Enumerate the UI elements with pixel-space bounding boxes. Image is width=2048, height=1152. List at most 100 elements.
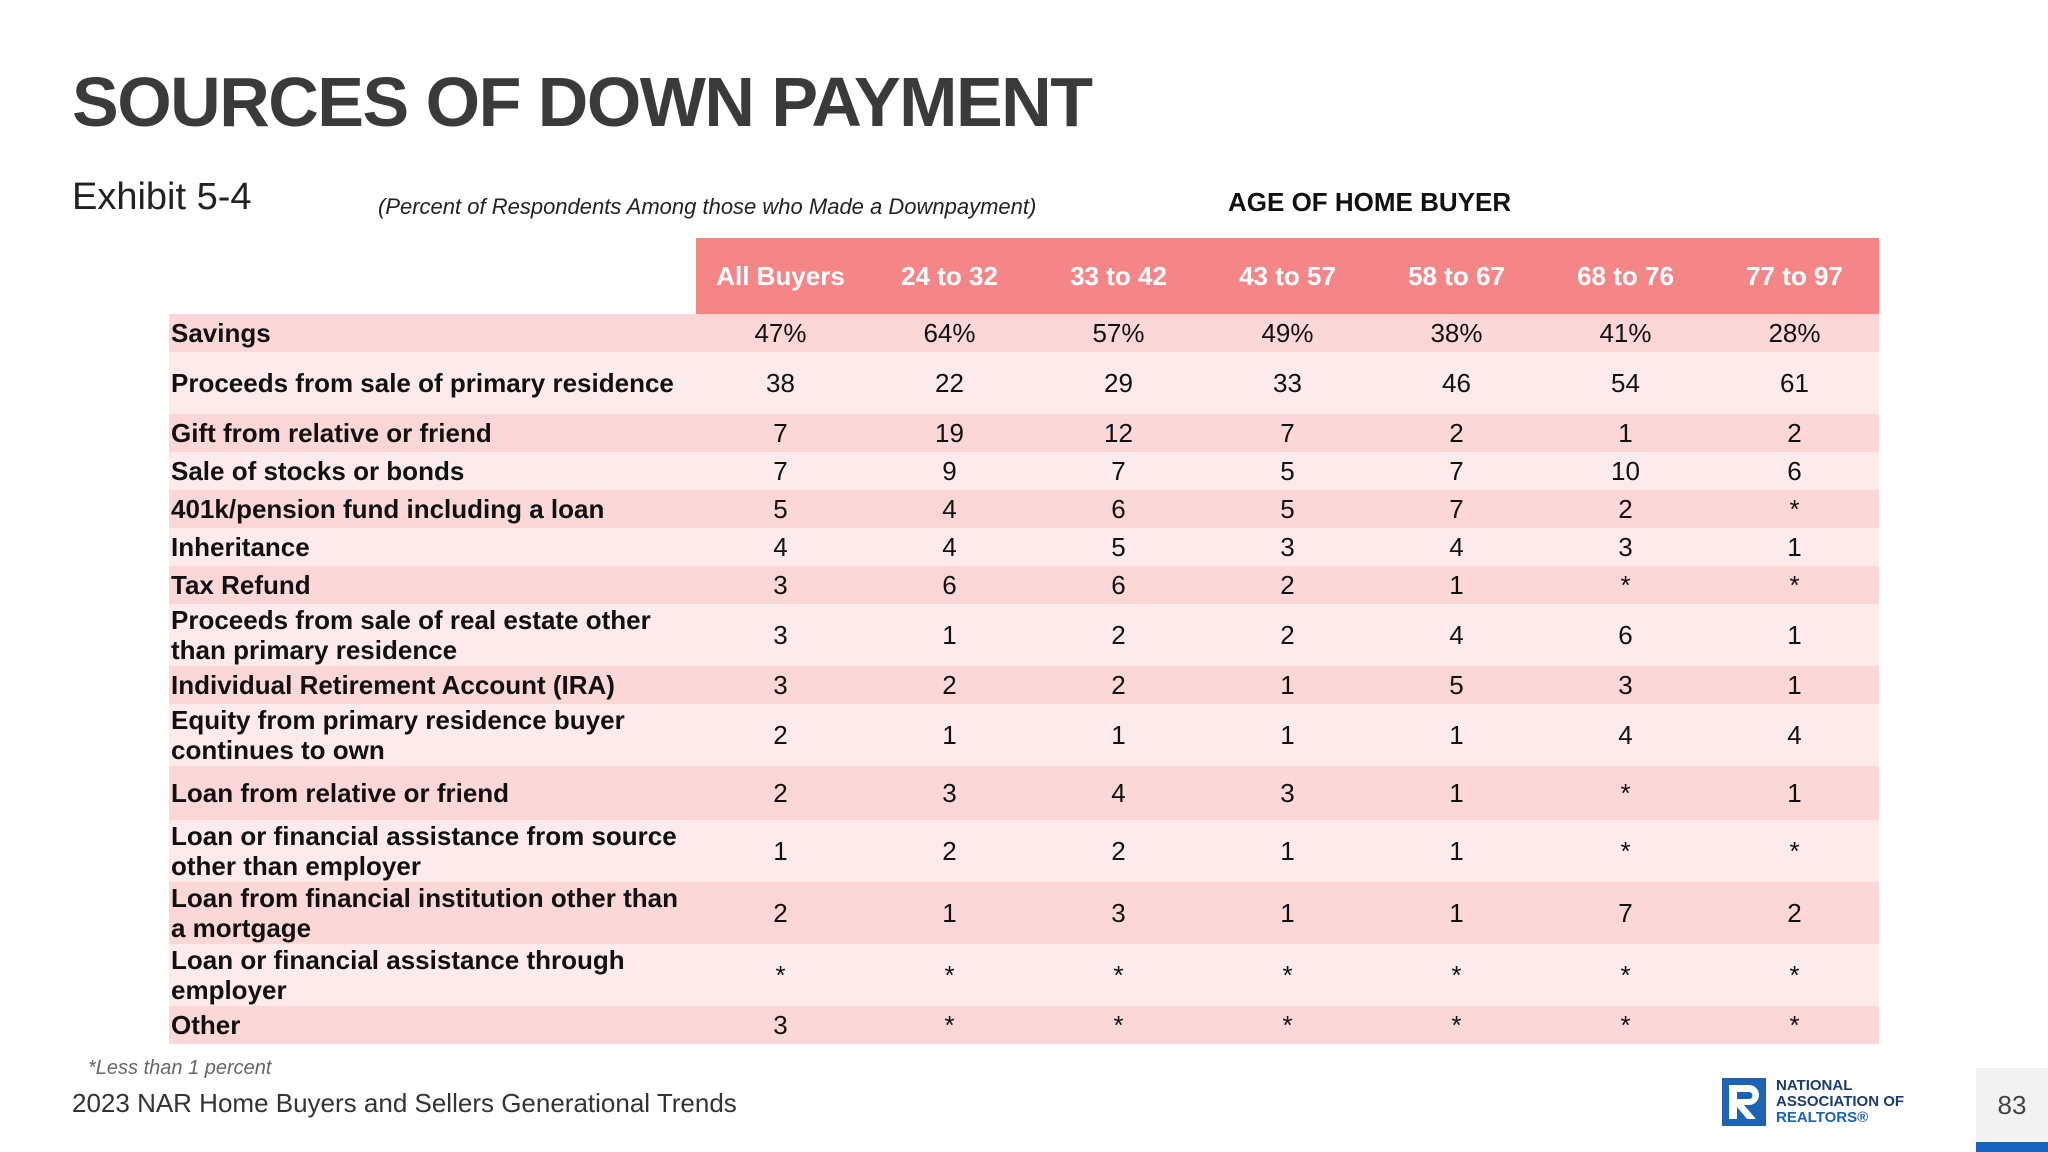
table-cell: 1 bbox=[1372, 566, 1541, 604]
table-cell: 3 bbox=[696, 666, 865, 704]
table-cell: 9 bbox=[865, 452, 1034, 490]
table-cell: 1 bbox=[1710, 528, 1879, 566]
table-row: Gift from relative or friend 7 19 12 7 2 1 2 bbox=[169, 414, 1879, 452]
table-cell: * bbox=[1541, 1006, 1710, 1044]
realtor-r-logo-icon bbox=[1722, 1078, 1766, 1126]
table-cell: 1 bbox=[1710, 666, 1879, 704]
table-cell: 1 bbox=[1203, 704, 1372, 766]
table-cell: 19 bbox=[865, 414, 1034, 452]
table-cell: * bbox=[1710, 944, 1879, 1006]
row-label: Loan or financial assistance through emp… bbox=[169, 944, 696, 1006]
table-cell: 1 bbox=[1372, 766, 1541, 820]
table-cell: 1 bbox=[1372, 820, 1541, 882]
table-cell: 2 bbox=[696, 882, 865, 944]
table-cell: 1 bbox=[1203, 882, 1372, 944]
row-label: Other bbox=[169, 1006, 696, 1044]
table-cell: 7 bbox=[1372, 452, 1541, 490]
row-label: Savings bbox=[169, 314, 696, 352]
table-cell: 4 bbox=[1710, 704, 1879, 766]
table-cell: 3 bbox=[1034, 882, 1203, 944]
table-row: Savings 47% 64% 57% 49% 38% 41% 28% bbox=[169, 314, 1879, 352]
table-cell: 4 bbox=[696, 528, 865, 566]
row-label: Loan from financial institution other th… bbox=[169, 882, 696, 944]
table-cell: 2 bbox=[1372, 414, 1541, 452]
table-header-row: All Buyers 24 to 32 33 to 42 43 to 57 58… bbox=[169, 238, 1879, 314]
table-cell: 1 bbox=[1203, 820, 1372, 882]
table-cell: 2 bbox=[1710, 882, 1879, 944]
table-cell: 2 bbox=[1203, 566, 1372, 604]
table-cell: 7 bbox=[696, 414, 865, 452]
table-cell: 28% bbox=[1710, 314, 1879, 352]
table-cell: * bbox=[1541, 944, 1710, 1006]
column-header: 24 to 32 bbox=[865, 238, 1034, 314]
table-cell: 49% bbox=[1203, 314, 1372, 352]
table-cell: 1 bbox=[1372, 882, 1541, 944]
table-row: Equity from primary residence buyer cont… bbox=[169, 704, 1879, 766]
table-cell: 1 bbox=[1034, 704, 1203, 766]
table-cell: 3 bbox=[1541, 666, 1710, 704]
row-label: 401k/pension fund including a loan bbox=[169, 490, 696, 528]
column-header: 58 to 67 bbox=[1372, 238, 1541, 314]
table-cell: * bbox=[1034, 944, 1203, 1006]
table-cell: * bbox=[1541, 820, 1710, 882]
table-cell: 1 bbox=[865, 882, 1034, 944]
table-cell: 6 bbox=[1710, 452, 1879, 490]
table-cell: 2 bbox=[1034, 604, 1203, 666]
logo-text-line: ASSOCIATION OF bbox=[1776, 1093, 1905, 1110]
table-cell: 4 bbox=[1541, 704, 1710, 766]
table-row: Sale of stocks or bonds 7 9 7 5 7 10 6 bbox=[169, 452, 1879, 490]
header-blank-cell bbox=[169, 238, 696, 314]
table-row: Tax Refund 3 6 6 2 1 * * bbox=[169, 566, 1879, 604]
table-cell: * bbox=[1203, 944, 1372, 1006]
table-cell: 47% bbox=[696, 314, 865, 352]
table-subtitle: (Percent of Respondents Among those who … bbox=[378, 194, 1037, 219]
table-cell: 3 bbox=[1203, 528, 1372, 566]
table-cell: 2 bbox=[865, 666, 1034, 704]
footnote: *Less than 1 percent bbox=[88, 1057, 272, 1079]
table-cell: * bbox=[1372, 1006, 1541, 1044]
table-cell: 7 bbox=[1034, 452, 1203, 490]
table-cell: 6 bbox=[1034, 566, 1203, 604]
table-cell: 2 bbox=[1710, 414, 1879, 452]
table-cell: * bbox=[1710, 820, 1879, 882]
column-header: 43 to 57 bbox=[1203, 238, 1372, 314]
table-cell: 2 bbox=[696, 766, 865, 820]
table-row: Other 3 * * * * * * bbox=[169, 1006, 1879, 1044]
table-cell: 7 bbox=[696, 452, 865, 490]
row-label: Equity from primary residence buyer cont… bbox=[169, 704, 696, 766]
table-cell: 4 bbox=[865, 490, 1034, 528]
column-header: 33 to 42 bbox=[1034, 238, 1203, 314]
table-cell: * bbox=[1710, 566, 1879, 604]
row-label: Tax Refund bbox=[169, 566, 696, 604]
accent-bar bbox=[1976, 1142, 2048, 1152]
table-row: Proceeds from sale of primary residence 3… bbox=[169, 352, 1879, 414]
table-cell: 6 bbox=[865, 566, 1034, 604]
table-cell: 5 bbox=[696, 490, 865, 528]
table-cell: 4 bbox=[1372, 528, 1541, 566]
table-row: Individual Retirement Account (IRA) 3 2 2 1 5… bbox=[169, 666, 1879, 704]
table-cell: 64% bbox=[865, 314, 1034, 352]
column-header: 68 to 76 bbox=[1541, 238, 1710, 314]
table-cell: 5 bbox=[1372, 666, 1541, 704]
table-cell: 46 bbox=[1372, 352, 1541, 414]
table-cell: 3 bbox=[696, 1006, 865, 1044]
row-label: Individual Retirement Account (IRA) bbox=[169, 666, 696, 704]
table-cell: 1 bbox=[865, 604, 1034, 666]
table-cell: 3 bbox=[696, 604, 865, 666]
table-cell: 7 bbox=[1372, 490, 1541, 528]
table-row: Proceeds from sale of real estate other … bbox=[169, 604, 1879, 666]
table-cell: 4 bbox=[1372, 604, 1541, 666]
table-cell: 3 bbox=[1541, 528, 1710, 566]
table-cell: 41% bbox=[1541, 314, 1710, 352]
column-header: All Buyers bbox=[696, 238, 865, 314]
table-cell: 22 bbox=[865, 352, 1034, 414]
table-cell: 61 bbox=[1710, 352, 1879, 414]
table-cell: * bbox=[865, 944, 1034, 1006]
table-cell: 4 bbox=[1034, 766, 1203, 820]
row-label: Proceeds from sale of primary residence bbox=[169, 352, 696, 414]
page-number-box: 83 bbox=[1976, 1068, 2048, 1152]
down-payment-table: All Buyers 24 to 32 33 to 42 43 to 57 58… bbox=[169, 238, 1879, 1044]
table-cell: 3 bbox=[865, 766, 1034, 820]
row-label: Gift from relative or friend bbox=[169, 414, 696, 452]
table-cell: 10 bbox=[1541, 452, 1710, 490]
